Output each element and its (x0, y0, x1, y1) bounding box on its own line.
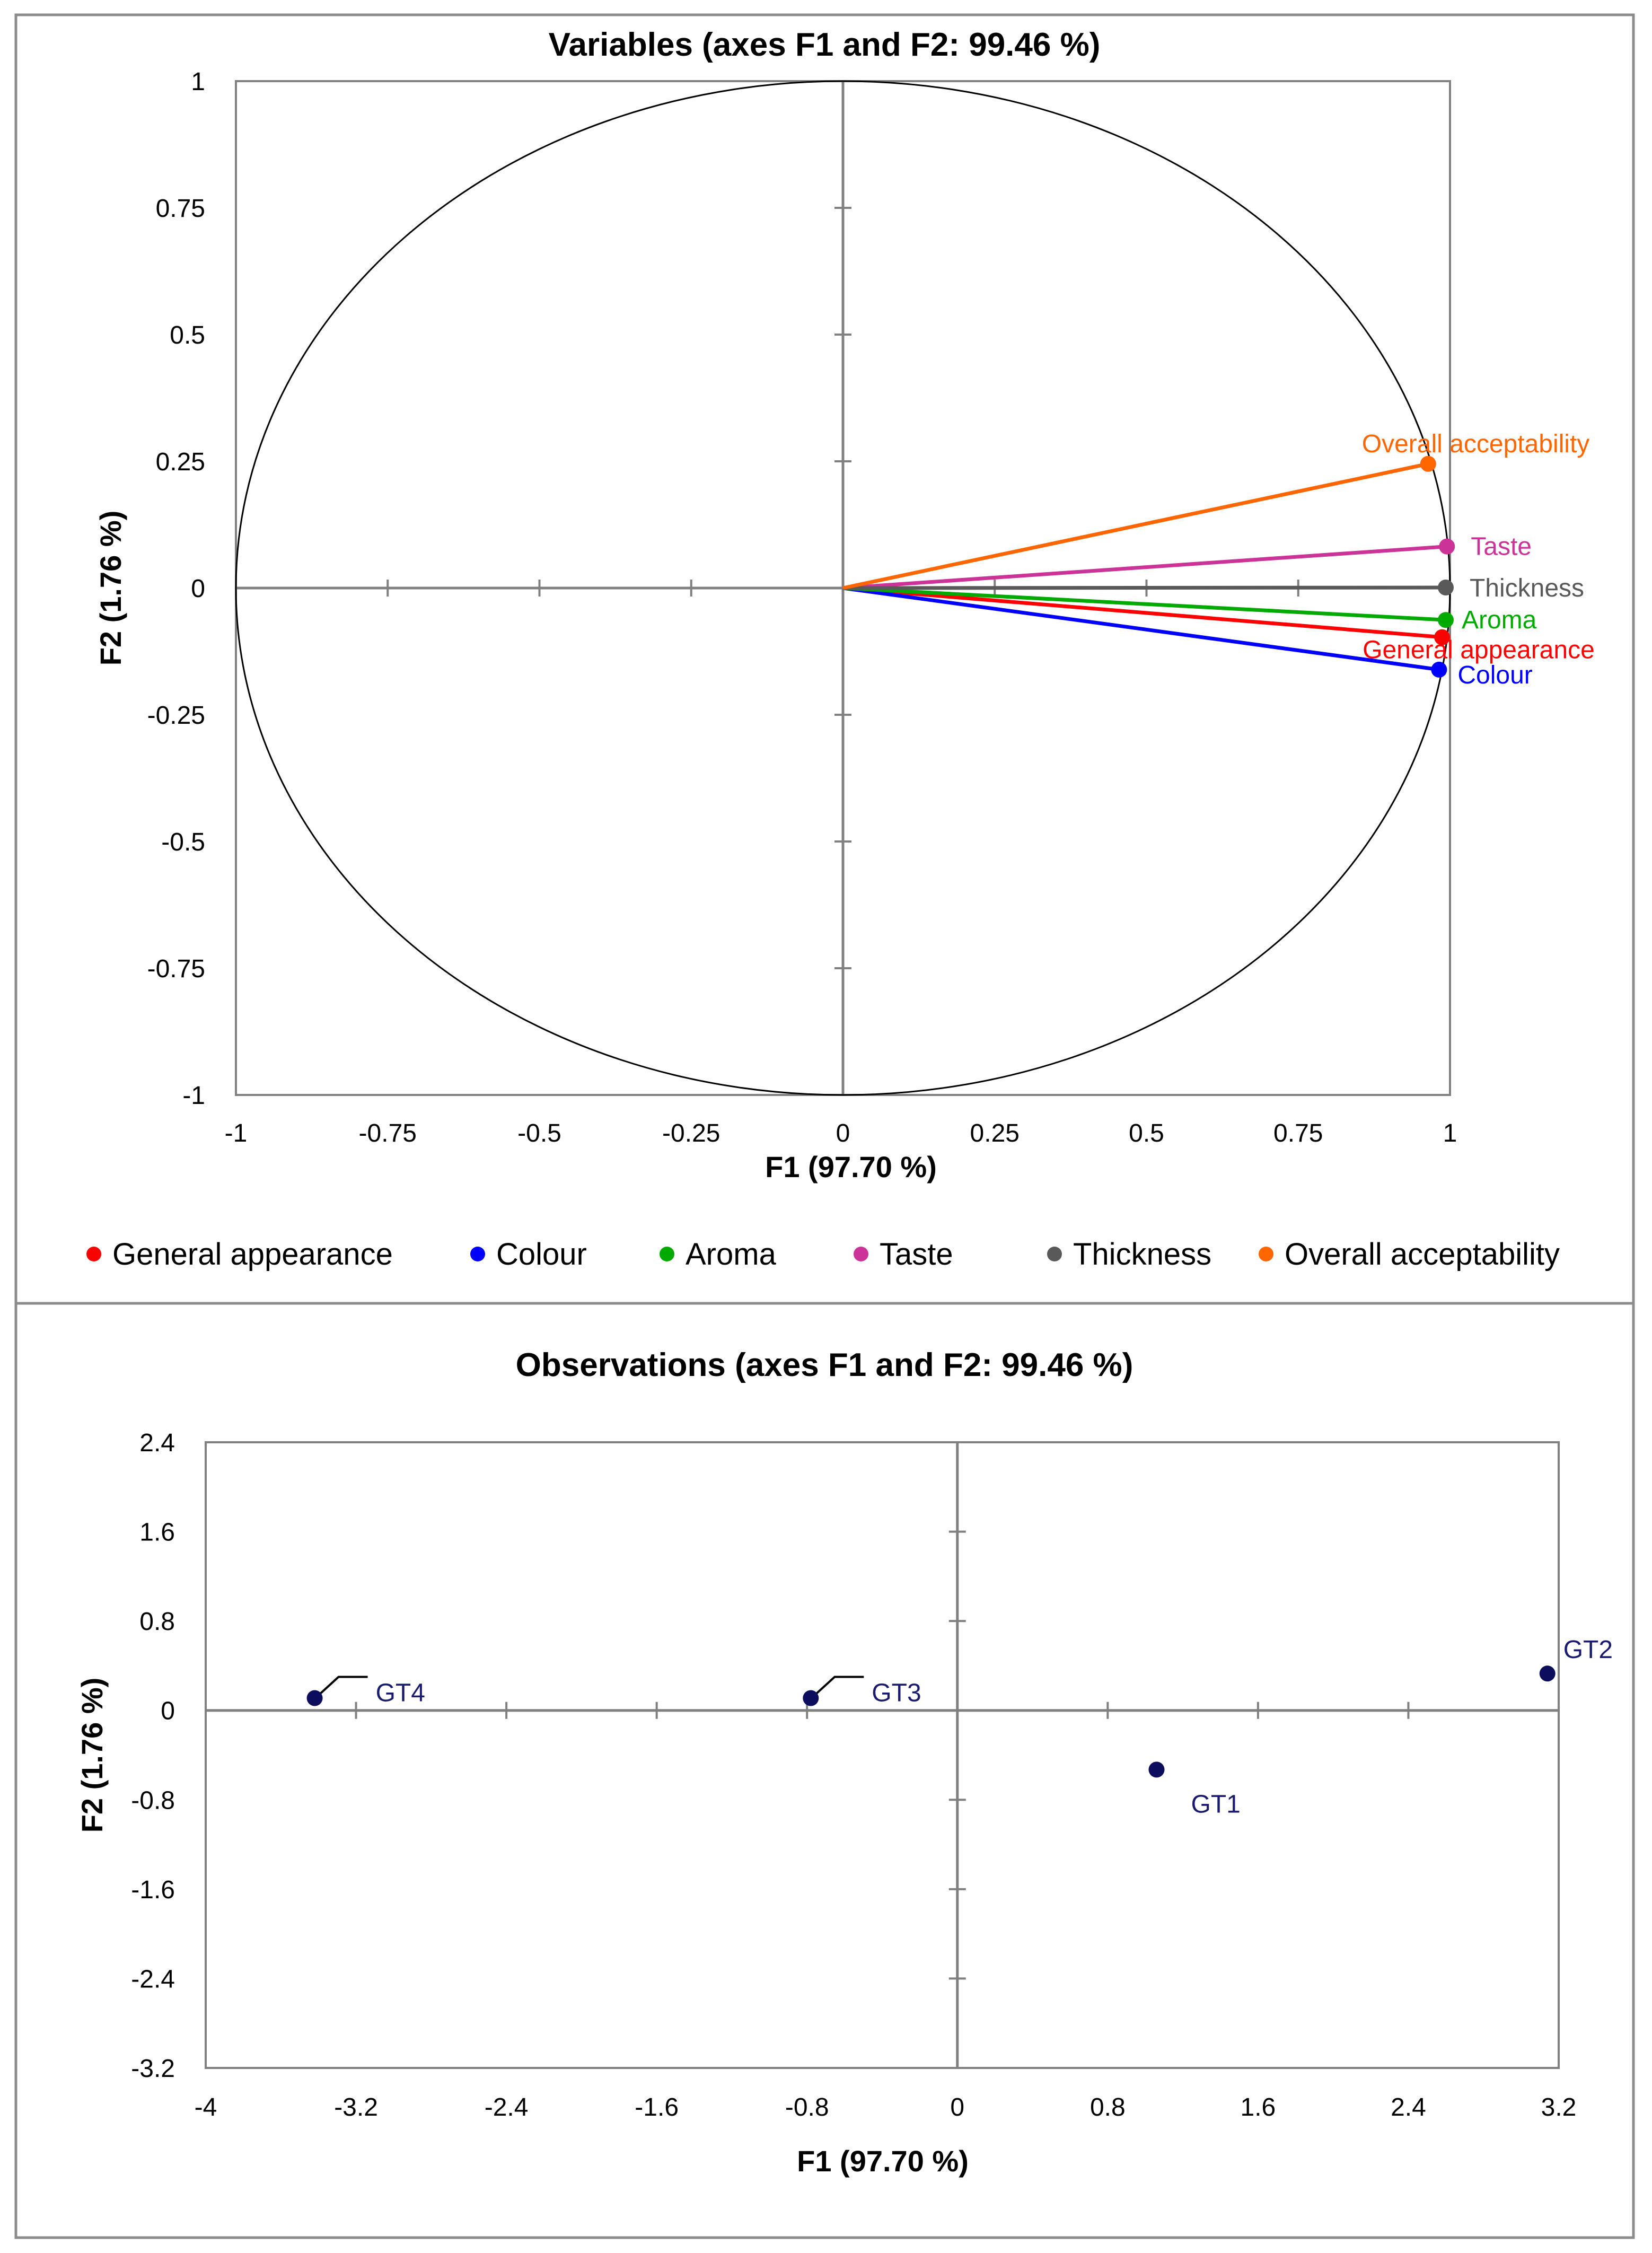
legend-marker-taste (854, 1247, 868, 1261)
variables-y-tick-label: 0 (191, 575, 205, 603)
vector-overall-acceptability (842, 462, 1429, 590)
vector-taste (842, 545, 1447, 590)
vector-point-aroma (1437, 612, 1454, 628)
observations-y-tick-label: 1.6 (139, 1519, 175, 1547)
legend-label-thickness: Thickness (1073, 1237, 1211, 1272)
observations-x-tick-label: 3.2 (1541, 2093, 1577, 2121)
legend-marker-thickness (1047, 1247, 1062, 1261)
legend-marker-colour (470, 1247, 485, 1261)
legend-label-taste: Taste (880, 1237, 953, 1272)
observations-y-tick-label: 0 (161, 1697, 175, 1725)
vector-point-thickness (1437, 580, 1454, 596)
vector-label-taste: Taste (1471, 533, 1532, 561)
observations-y-tick-label: -3.2 (131, 2055, 175, 2083)
observations-x-tick-label: -3.2 (334, 2093, 378, 2121)
vector-label-aroma: Aroma (1462, 606, 1537, 634)
observations-plot-area (205, 1441, 1560, 2069)
observations-x-tick-label: 1.6 (1241, 2093, 1276, 2121)
legend-label-general-appearance: General appearance (112, 1237, 393, 1272)
vector-aroma (842, 586, 1446, 622)
observations-x-tick-label: 2.4 (1391, 2093, 1426, 2121)
variables-x-axis-title: F1 (97.70 %) (765, 1150, 937, 1184)
variables-y-tick-label: 0.25 (156, 448, 205, 476)
variables-x-tick-label: 1 (1443, 1119, 1457, 1147)
vector-label-general-appearance: General appearance (1363, 636, 1595, 664)
observations-chart: Observations (axes F1 and F2: 99.46 %) -… (75, 1347, 1613, 2178)
variables-y-tick-label: 0.5 (170, 321, 205, 349)
observations-y-tick-label: -2.4 (131, 1965, 175, 1993)
observations-x-tick-label: -0.8 (785, 2093, 829, 2121)
vector-point-general-appearance (1434, 629, 1451, 645)
observation-point-gt1 (1148, 1761, 1165, 1778)
vector-label-thickness: Thickness (1470, 574, 1584, 602)
observations-y-tick-label: 0.8 (139, 1608, 175, 1636)
observations-y-tick-label: -1.6 (131, 1876, 175, 1904)
vector-point-colour (1431, 661, 1447, 678)
legend-marker-general-appearance (86, 1247, 101, 1261)
variables-y-tick-label: -0.5 (161, 828, 205, 856)
legend-marker-aroma (660, 1247, 674, 1261)
variables-y-tick-label: -0.25 (147, 702, 205, 730)
observations-y-tick-label: 2.4 (139, 1429, 175, 1457)
legend-label-overall-acceptability: Overall acceptability (1285, 1237, 1560, 1272)
observation-point-gt4 (306, 1690, 323, 1706)
variables-x-tick-label: 0.25 (970, 1119, 1020, 1147)
variables-legend: General appearance Colour Aroma Taste Thickn… (86, 1237, 1560, 1272)
legend-label-colour: Colour (496, 1237, 587, 1272)
legend-marker-overall-acceptability (1259, 1247, 1273, 1261)
observation-point-gt2 (1539, 1665, 1556, 1682)
observation-point-gt3 (803, 1690, 819, 1706)
observation-label-gt4: GT4 (376, 1679, 425, 1707)
variables-x-tick-label: -0.25 (662, 1119, 720, 1147)
observations-y-axis-title: F2 (1.76 %) (75, 1678, 109, 1833)
vector-point-taste (1439, 538, 1455, 555)
variables-y-tick-label: -0.75 (147, 955, 205, 983)
observations-x-axis-title: F1 (97.70 %) (797, 2144, 969, 2178)
variables-x-tick-label: -1 (225, 1119, 248, 1147)
variables-y-axis-title: F2 (1.76 %) (94, 511, 127, 666)
vector-colour (842, 586, 1439, 672)
variables-chart-title: Variables (axes F1 and F2: 99.46 %) (549, 27, 1101, 63)
observations-x-tick-label: -2.4 (485, 2093, 529, 2121)
observations-panel-frame (14, 1302, 1635, 2239)
observations-x-tick-label: -4 (195, 2093, 217, 2121)
observation-label-gt1: GT1 (1191, 1790, 1240, 1818)
vector-general-appearance (842, 586, 1443, 639)
variables-x-tick-label: 0 (836, 1119, 850, 1147)
variables-x-tick-label: -0.5 (517, 1119, 561, 1147)
vector-label-overall-acceptability: Overall acceptability (1362, 430, 1590, 458)
observation-label-gt2: GT2 (1563, 1636, 1613, 1664)
variables-x-tick-label: 0.5 (1129, 1119, 1164, 1147)
legend-label-aroma: Aroma (686, 1237, 777, 1272)
vector-point-overall-acceptability (1420, 455, 1436, 472)
observations-x-tick-label: 0 (950, 2093, 964, 2121)
observation-leader-gt4 (319, 1676, 368, 1695)
variables-x-tick-label: 0.75 (1273, 1119, 1323, 1147)
observation-label-gt3: GT3 (872, 1679, 921, 1707)
observation-leader-gt3 (815, 1676, 864, 1695)
variables-y-tick-label: 0.75 (156, 195, 205, 223)
variables-y-tick-label: -1 (182, 1082, 205, 1110)
observations-x-tick-label: 0.8 (1090, 2093, 1126, 2121)
observations-chart-title: Observations (axes F1 and F2: 99.46 %) (516, 1347, 1133, 1383)
variables-chart: Variables (axes F1 and F2: 99.46 %) -1 -0… (86, 27, 1595, 1272)
variables-x-tick-label: -0.75 (359, 1119, 417, 1147)
observations-y-tick-label: -0.8 (131, 1786, 175, 1814)
observations-x-tick-label: -1.6 (635, 2093, 679, 2121)
vector-label-colour: Colour (1457, 661, 1532, 689)
variables-y-tick-label: 1 (191, 68, 205, 96)
